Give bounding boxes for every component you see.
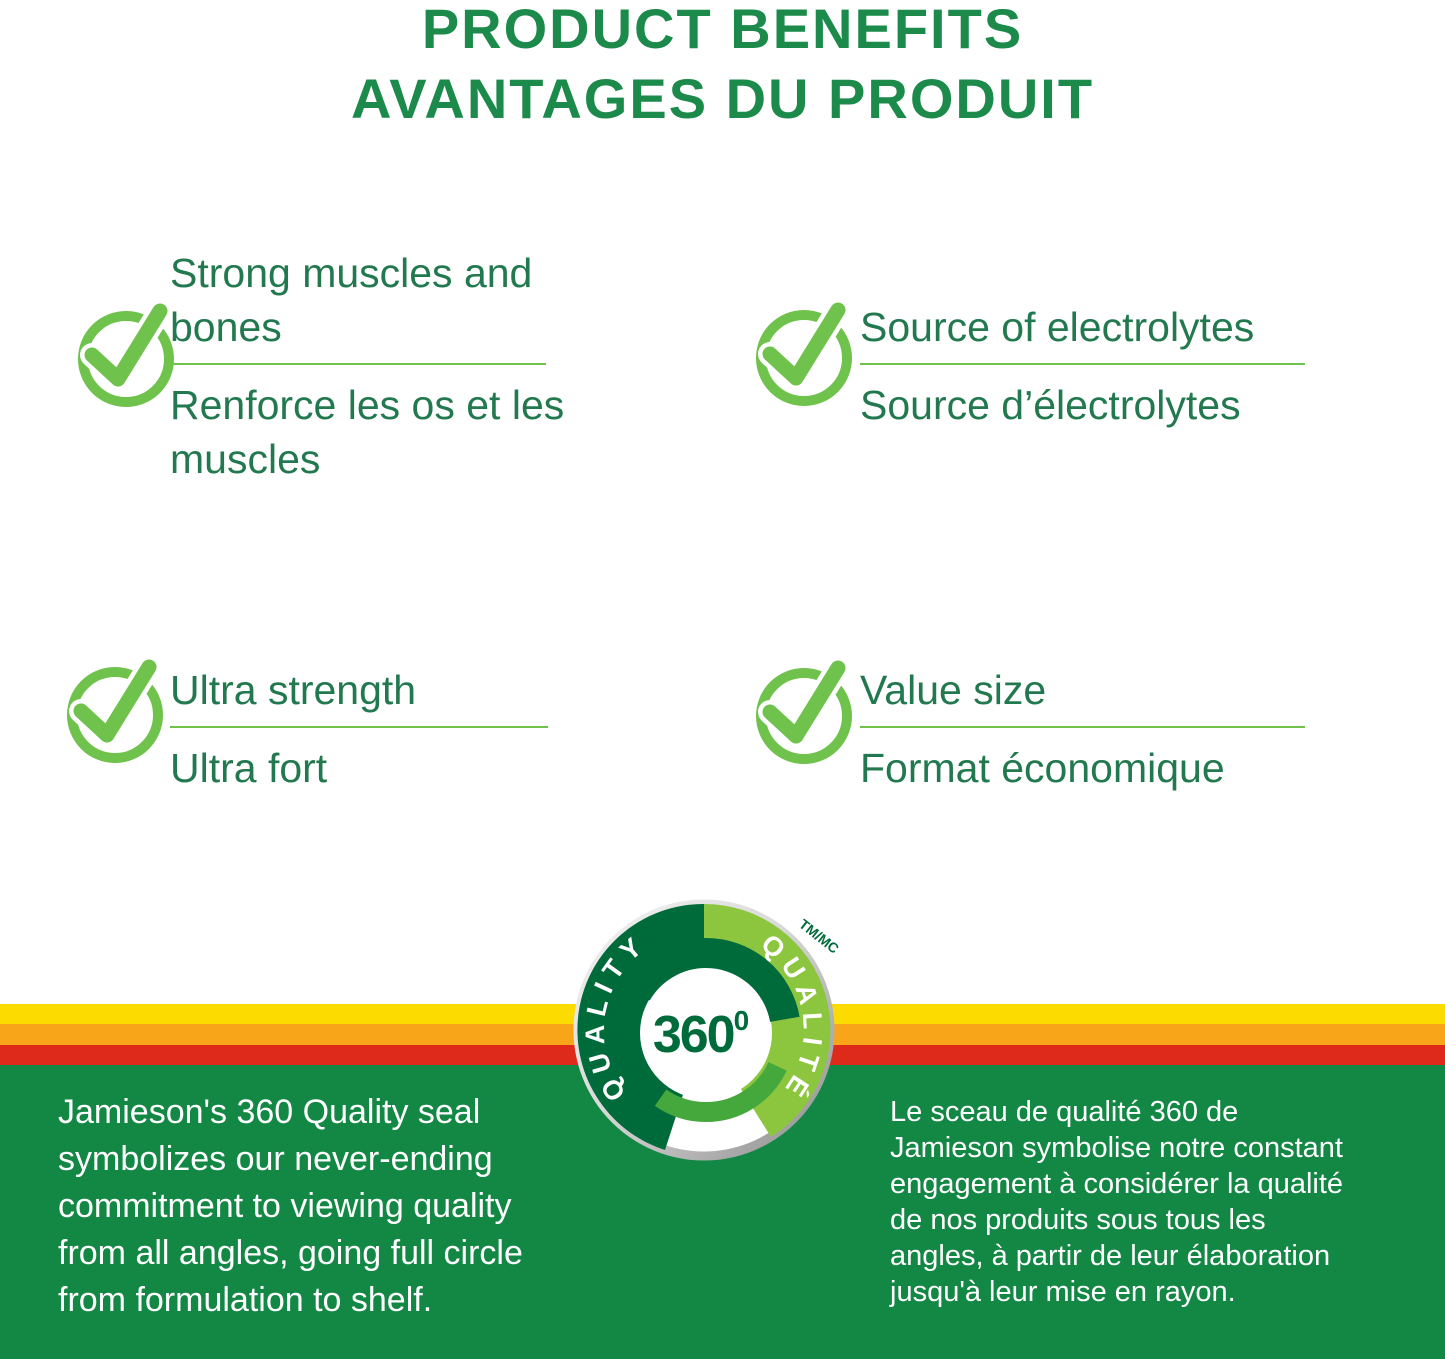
seal-mid-crescent xyxy=(617,944,795,1122)
checkmark-icon xyxy=(78,299,174,407)
benefit-ultra-strength: Ultra strength Ultra fort xyxy=(170,663,620,795)
seal-360-label: 3600 xyxy=(653,1005,749,1064)
benefit-text-fr: Source d’électrolytes xyxy=(860,382,1241,428)
footer-paragraph-en: Jamieson's 360 Quality seal symbolizes o… xyxy=(58,1093,523,1319)
benefit-text-en: Ultra strength xyxy=(170,667,417,713)
seal-center-disc xyxy=(640,967,772,1099)
footer-paragraph-fr: Le sceau de qualité 360 de Jamieson symb… xyxy=(890,1096,1344,1308)
checkmark-icon xyxy=(756,298,852,406)
benefit-text-fr: Ultra fort xyxy=(170,745,328,791)
checkmark-icon xyxy=(67,655,163,763)
benefit-text-fr: Format économique xyxy=(860,745,1225,791)
benefit-text-en: Value size xyxy=(860,667,1047,713)
divider-line xyxy=(860,726,1305,728)
divider-line xyxy=(170,726,548,728)
checkmark-icon xyxy=(756,656,852,764)
quality-360-seal: QUALITY QUALITÉ 3600 TM/MC xyxy=(573,899,842,1161)
seal-dark-swoosh xyxy=(611,938,801,1128)
page-title: PRODUCT BENEFITS AVANTAGES DU PRODUIT xyxy=(0,0,1445,134)
benefit-text-en: Source of electrolytes xyxy=(860,304,1255,350)
benefit-electrolytes: Source of electrolytes Source d’électrol… xyxy=(860,300,1320,432)
benefit-text-fr: Renforce les os et les muscles xyxy=(170,382,565,482)
benefit-strong-muscles: Strong muscles and bones Renforce les os… xyxy=(170,246,620,486)
benefit-text-en: Strong muscles and bones xyxy=(170,250,533,350)
title-french: AVANTAGES DU PRODUIT xyxy=(350,67,1095,130)
title-english: PRODUCT BENEFITS xyxy=(421,0,1024,60)
benefit-value-size: Value size Format économique xyxy=(860,663,1320,795)
divider-line xyxy=(170,363,546,365)
divider-line xyxy=(860,363,1305,365)
